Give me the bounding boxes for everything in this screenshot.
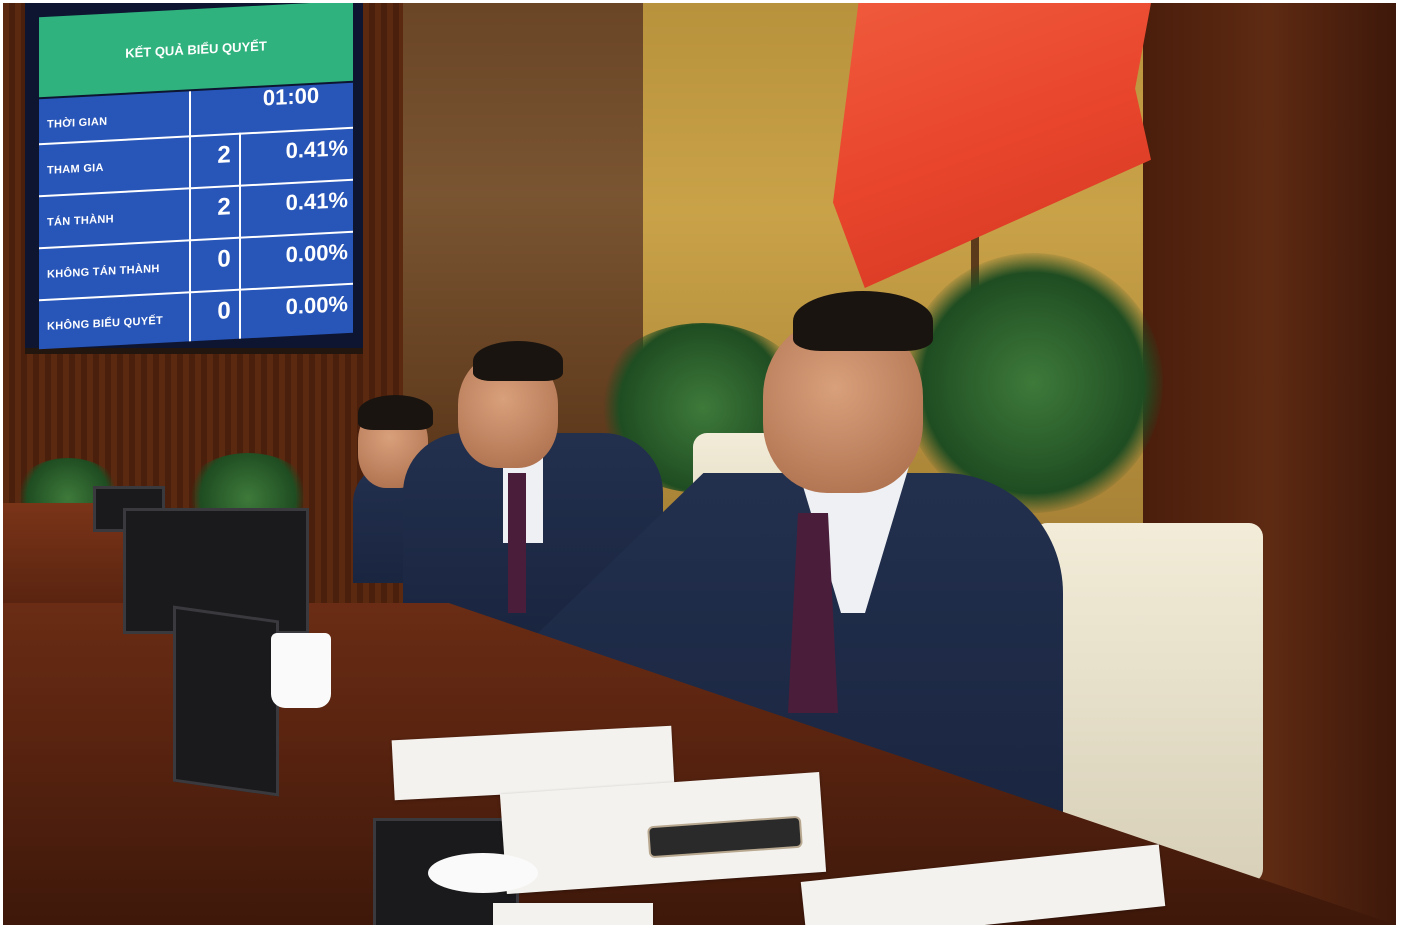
- saucer: [428, 853, 538, 893]
- row-label: KHÔNG TÁN THÀNH: [47, 262, 160, 281]
- row-percent: 0.41%: [285, 187, 348, 216]
- row-label: THAM GIA: [47, 161, 104, 177]
- desk-monitor: [173, 605, 279, 797]
- row-count: 2: [217, 141, 231, 169]
- row-percent: 0.00%: [285, 239, 348, 268]
- row-count: 2: [217, 193, 231, 221]
- photo-scene: KẾT QUẢ BIỂU QUYẾT THỜI GIAN 01:00 THAM …: [3, 3, 1396, 925]
- table-row-disapprove: KHÔNG TÁN THÀNH 0 0.00%: [39, 230, 353, 294]
- person-tie: [508, 473, 526, 613]
- row-count: 0: [217, 245, 231, 273]
- row-label: TÁN THÀNH: [47, 213, 114, 229]
- vote-results-table: THỜI GIAN 01:00 THAM GIA 2 0.41% TÁN THÀ…: [39, 82, 353, 350]
- person-hair: [358, 395, 433, 430]
- row-time-value: 01:00: [262, 82, 320, 111]
- row-percent: 0.41%: [285, 135, 348, 164]
- row-label: KHÔNG BIỂU QUYẾT: [47, 314, 164, 333]
- row-percent: 0.00%: [285, 291, 348, 320]
- row-count: 0: [217, 297, 231, 325]
- document: [493, 903, 653, 925]
- person-hair: [473, 341, 563, 381]
- person-hair: [793, 291, 933, 351]
- teacup: [271, 633, 331, 708]
- row-label: THỜI GIAN: [47, 115, 108, 131]
- table-row-approve: TÁN THÀNH 2 0.41%: [39, 178, 353, 242]
- plant: [903, 253, 1163, 513]
